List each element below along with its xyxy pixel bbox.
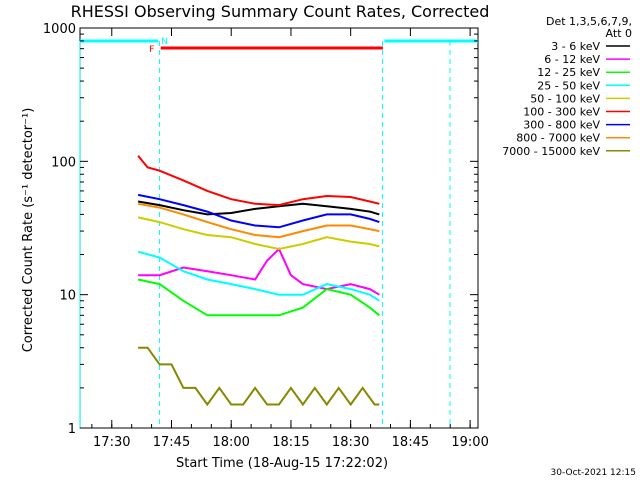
- x-tick-label-0: 17:30: [93, 435, 130, 450]
- x-tick-label-3: 18:15: [272, 435, 309, 450]
- x-tick-label-2: 18:00: [212, 435, 249, 450]
- plot-area: NF: [79, 27, 479, 429]
- legend-label-7: 800 - 7000 keV: [516, 132, 600, 145]
- legend-label-6: 300 - 800 keV: [523, 119, 600, 132]
- x-axis: 17:30 17:45 18:00 18:15 18:30 18:45 19:00: [91, 28, 489, 450]
- y-tick-label-3: 1000: [43, 22, 76, 37]
- y-tick-label-0: 1: [68, 422, 76, 437]
- series-line-3: [137, 250, 380, 302]
- y-tick-label-1: 10: [59, 289, 76, 304]
- footer-date: 30-Oct-2021 12:15: [551, 468, 636, 478]
- legend-header-1: Det 1,3,5,6,7,9,: [546, 15, 632, 28]
- y-axis-label: Corrected Count Rate (s⁻¹ detector⁻¹): [21, 108, 36, 353]
- legend-label-2: 12 - 25 keV: [537, 66, 600, 79]
- x-axis-label: Start Time (18-Aug-15 17:22:02): [176, 456, 388, 471]
- series-line-6: [137, 193, 380, 229]
- series-line-1: [138, 247, 380, 296]
- legend-label-4: 50 - 100 keV: [530, 92, 600, 105]
- series-line-7: [137, 202, 380, 239]
- x-tick-label-5: 18:45: [392, 435, 429, 450]
- series-line-5: [137, 155, 380, 207]
- legend-label-3: 25 - 50 keV: [537, 79, 600, 92]
- x-tick-label-4: 18:30: [332, 435, 369, 450]
- night-label: N: [161, 37, 168, 47]
- series-line-2: [137, 278, 380, 317]
- y-tick-label-2: 100: [51, 155, 76, 170]
- y-axis: 1 10 100 1000: [43, 22, 478, 437]
- legend-label-1: 6 - 12 keV: [544, 53, 600, 66]
- flare-label: F: [149, 45, 154, 55]
- legend-label-0: 3 - 6 keV: [551, 40, 600, 53]
- chart-title: RHESSI Observing Summary Count Rates, Co…: [71, 2, 490, 21]
- series-line-8: [138, 346, 380, 407]
- series-line-4: [137, 216, 380, 251]
- legend-label-5: 100 - 300 keV: [523, 106, 600, 119]
- legend-header-2: Att 0: [606, 27, 632, 40]
- series-line-0: [137, 200, 380, 216]
- legend-label-8: 7000 - 15000 keV: [502, 145, 600, 158]
- x-tick-label-6: 19:00: [451, 435, 488, 450]
- x-tick-label-1: 17:45: [153, 435, 190, 450]
